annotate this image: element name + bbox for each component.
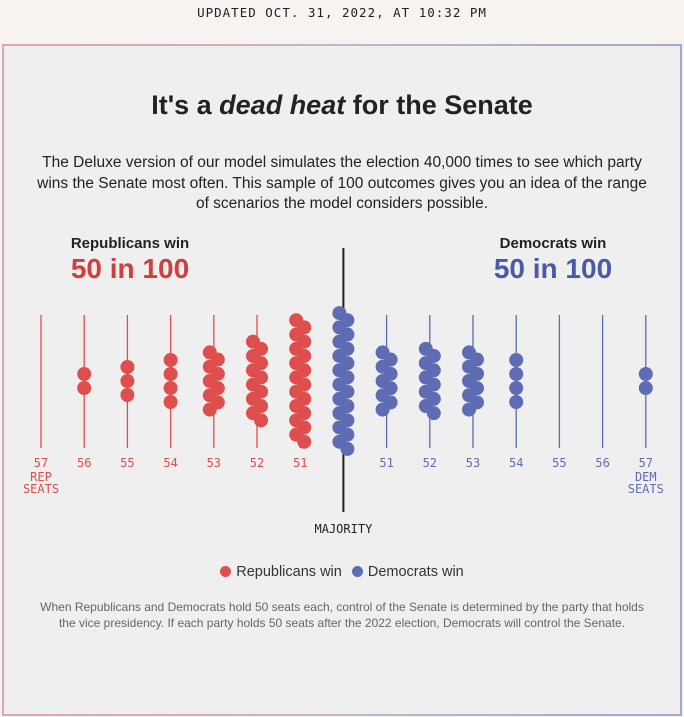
outcome-dot-dem-54 [509,367,524,381]
seat-sublabel-dem-0: DEM [635,470,657,484]
legend: Republicans win Democrats win [0,564,684,580]
legend-item-rep: Republicans win [220,564,342,580]
updated-timestamp: UPDATED OCT. 31, 2022, AT 10:32 PM [197,5,487,20]
outcome-dot-rep-56 [77,381,92,395]
title-emphasis: dead heat [219,90,346,120]
democrats-odds: 50 in 100 [493,253,613,284]
seat-label-rep-54: 54 [163,456,177,470]
seat-label-rep-55: 55 [120,456,134,470]
seat-label-rep-56: 56 [77,456,91,470]
title-pre: It's a [151,90,220,120]
outcome-dot-rep-52 [254,413,268,428]
outcome-dot-dem-51 [375,402,390,417]
legend-item-dem: Democrats win [351,564,464,580]
seat-label-dem-57: 57 [639,456,653,470]
seat-sublabel-rep-0: REP [30,470,52,484]
seat-label-rep-51: 51 [293,456,307,470]
seat-label-dem-55: 55 [552,456,566,470]
outcome-dot-rep-54 [163,395,178,409]
seat-label-rep-53: 53 [207,456,221,470]
seat-label-dem-52: 52 [423,456,437,470]
top-strip [0,0,684,44]
outcome-dot-dem-54 [509,381,524,395]
seat-label-dem-54: 54 [509,456,523,470]
outcome-dot-rep-55 [120,388,135,402]
outcome-dot-dem-57 [638,367,653,381]
outcome-dot-dem-50 [340,441,355,456]
outcome-dot-rep-54 [163,381,178,395]
seat-label-dem-53: 53 [466,456,480,470]
outcome-dot-rep-56 [77,367,92,381]
page-title: It's a dead heat for the Senate [0,90,684,121]
outcome-dot-dem-54 [509,395,524,409]
legend-rep-label: Republicans win [236,564,342,580]
legend-rep-marker [220,566,232,577]
seat-sublabel-dem-1: SEATS [628,482,664,496]
majority-label: MAJORITY [315,522,374,536]
seat-label-rep-52: 52 [250,456,264,470]
legend-dem-label: Democrats win [367,564,464,580]
republicans-odds: 50 in 100 [70,253,190,284]
outcome-dot-dem-53 [462,402,476,417]
outcome-dot-dem-54 [509,353,524,367]
outcome-dot-rep-53 [202,402,217,417]
republicans-heading: Republicans win [70,235,190,252]
description: The Deluxe version of our model simulate… [37,154,647,212]
footnote: When Republicans and Democrats hold 50 s… [40,600,644,630]
title-post: for the Senate [345,90,533,120]
outcome-dot-rep-55 [120,360,135,374]
democrats-heading: Democrats win [499,235,607,252]
legend-dem-marker [351,566,363,577]
outcome-dot-rep-55 [120,374,135,388]
outcome-dot-rep-54 [163,353,178,367]
outcome-dot-dem-52 [426,406,441,421]
seat-label-dem-51: 51 [379,456,393,470]
seat-label-dem-56: 56 [595,456,609,470]
outcome-dot-rep-54 [163,367,178,381]
outcome-dot-rep-51 [297,434,312,449]
seat-label-rep-57: 57 [34,456,48,470]
seat-sublabel-rep-1: SEATS [23,482,59,496]
outcome-dot-dem-57 [638,381,653,395]
